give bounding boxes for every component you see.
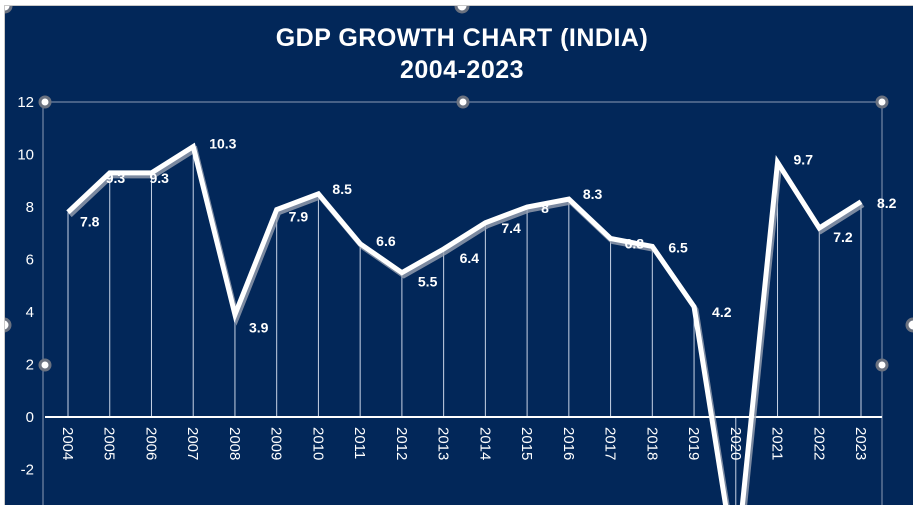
x-tick-label: 2013	[435, 427, 452, 460]
y-tick-label: 6	[26, 252, 34, 269]
data-label: 8.2	[877, 195, 897, 211]
chart-subtitle: 2004-2023	[400, 56, 524, 84]
resize-handle[interactable]	[5, 6, 11, 12]
data-label: 7.4	[501, 220, 521, 236]
chart-title: GDP GROWTH CHART (INDIA)	[276, 24, 649, 52]
data-label: 8	[541, 200, 549, 216]
x-tick-label: 2008	[226, 427, 243, 460]
y-tick-label: 4	[26, 304, 34, 321]
x-tick-label: 2019	[685, 427, 702, 460]
x-tick-label: 2014	[476, 427, 493, 460]
x-tick-label: 2005	[101, 427, 118, 460]
data-label: 9.7	[794, 151, 814, 167]
resize-handle[interactable]	[458, 97, 468, 107]
x-tick-label: 2021	[769, 427, 786, 460]
resize-handle[interactable]	[877, 97, 887, 107]
x-tick-label: 2017	[602, 427, 619, 460]
y-tick-label: -2	[21, 462, 34, 479]
x-tick-label: 2016	[560, 427, 577, 460]
x-tick-label: 2018	[643, 427, 660, 460]
data-label: 6.6	[376, 233, 396, 249]
data-label: 6.4	[460, 250, 480, 266]
x-tick-label: 2015	[518, 427, 535, 460]
data-label: 6.8	[625, 236, 645, 252]
chart-area[interactable]: GDP GROWTH CHART (INDIA) 2004-2023 12 10 8…	[4, 5, 913, 505]
data-label: 6.5	[668, 239, 688, 255]
data-label: 4.2	[712, 304, 732, 320]
resize-handle[interactable]	[40, 97, 50, 107]
x-tick-label: 2020	[727, 427, 744, 460]
x-tick-label: 2004	[59, 427, 76, 460]
data-label: 10.3	[209, 136, 236, 152]
data-label: 7.9	[289, 209, 309, 225]
resize-handle[interactable]	[907, 319, 913, 331]
data-label: 8.5	[332, 181, 352, 197]
y-tick-label: 8	[26, 199, 34, 216]
resize-handle[interactable]	[5, 319, 10, 331]
data-label: 9.3	[106, 170, 126, 186]
x-tick-label: 2022	[810, 427, 827, 460]
data-label: 7.8	[80, 213, 100, 229]
data-label: 5.5	[418, 274, 438, 290]
resize-handle[interactable]	[40, 360, 50, 370]
x-tick-label: 2006	[142, 427, 159, 460]
x-tick-label: 2007	[184, 427, 201, 460]
data-label: 3.9	[249, 320, 269, 336]
line-chart: GDP GROWTH CHART (INDIA) 2004-2023 12 10 8…	[5, 6, 913, 505]
x-tick-label: 2023	[852, 427, 869, 460]
y-tick-label: 0	[26, 409, 34, 426]
data-label: 8.3	[583, 186, 603, 202]
x-tick-label: 2010	[309, 427, 326, 460]
y-tick-label: 12	[17, 94, 34, 111]
data-label: 7.2	[833, 229, 853, 245]
x-tick-label: 2011	[351, 427, 368, 459]
data-label: 9.3	[149, 170, 169, 186]
x-tick-label: 2009	[268, 427, 285, 460]
resize-handle[interactable]	[456, 6, 468, 12]
x-tick-label: 2012	[393, 427, 410, 460]
resize-handle[interactable]	[877, 360, 887, 370]
y-tick-label: 10	[17, 147, 34, 164]
y-tick-label: 2	[26, 357, 34, 374]
